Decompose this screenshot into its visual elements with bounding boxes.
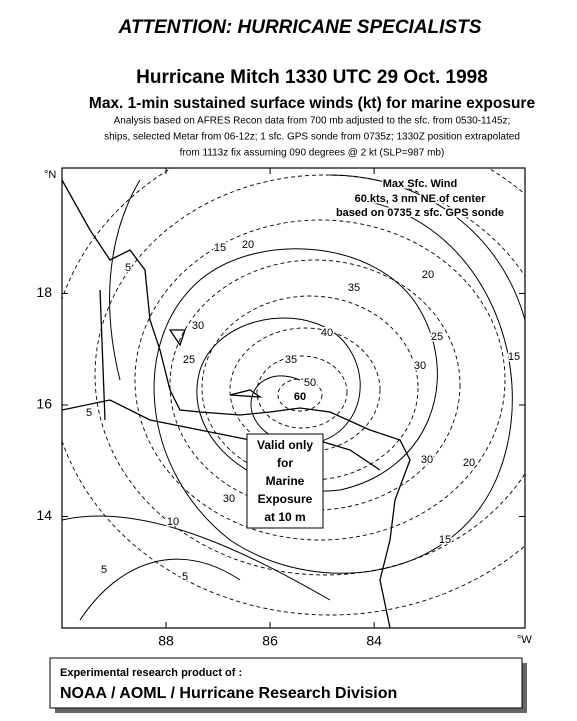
contour-label: 5 <box>182 571 188 583</box>
max-wind-text: 60 kts, 3 nm NE of center <box>355 193 487 205</box>
contour-label: 5 <box>101 564 107 576</box>
contour-label: 35 <box>285 354 297 366</box>
lon-tick-label: 84 <box>366 633 382 649</box>
contour-label: 35 <box>348 282 360 294</box>
contour-label: 15 <box>508 351 520 363</box>
contour-label: 30 <box>223 493 235 505</box>
title: Hurricane Mitch 1330 UTC 29 Oct. 1998 <box>136 67 488 88</box>
validity-text: at 10 m <box>264 510 305 524</box>
contour-label: 5 <box>125 262 131 274</box>
solid-contours <box>62 174 525 621</box>
contour-label: 15 <box>214 242 226 254</box>
contour-label: 20 <box>463 457 475 469</box>
max-wind-text: Max Sfc. Wind <box>383 178 457 190</box>
contour-label: 25 <box>431 331 443 343</box>
map-frame <box>61 167 526 629</box>
center-label: 60 <box>294 391 306 403</box>
lat-tick-label: 14 <box>36 507 52 523</box>
validity-box: Valid only for Marine Exposure at 10 m <box>246 433 324 529</box>
note: from 1113z fix assuming 090 degrees @ 2 … <box>180 148 445 159</box>
contour-label: 30 <box>421 454 433 466</box>
banner: ATTENTION: HURRICANE SPECIALISTS <box>118 17 482 38</box>
lon-unit: °W <box>517 634 532 646</box>
lon-tick-label: 86 <box>262 633 278 649</box>
lon-tick-label: 88 <box>158 633 174 649</box>
lat-tick-label: 16 <box>36 396 52 412</box>
validity-frame <box>246 433 324 529</box>
footer: Experimental research product of : NOAA … <box>49 657 527 713</box>
contour-label: 40 <box>321 327 333 339</box>
contour-label: 20 <box>422 269 434 281</box>
lat-unit: °N <box>44 169 56 181</box>
contour-label: 20 <box>242 239 254 251</box>
subtitle: Max. 1-min sustained surface winds (kt) … <box>89 95 536 112</box>
contour-label: 30 <box>192 320 204 332</box>
footer-box <box>49 657 523 709</box>
coastline <box>62 179 411 628</box>
validity-text: for <box>277 456 293 470</box>
contour-label: 50 <box>304 377 316 389</box>
note: ships, selected Metar from 06-12z; 1 sfc… <box>104 132 520 143</box>
validity-text: Valid only <box>257 438 313 452</box>
validity-text: Marine <box>266 474 305 488</box>
max-wind-note: Max Sfc. Wind 60 kts, 3 nm NE of center … <box>334 176 505 220</box>
max-wind-text: based on 0735 z sfc. GPS sonde <box>336 207 504 219</box>
footer-line: NOAA / AOML / Hurricane Research Divisio… <box>60 685 397 702</box>
contour-label: 25 <box>183 354 195 366</box>
footer-line: Experimental research product of : <box>60 667 242 679</box>
validity-text: Exposure <box>258 492 313 506</box>
contour-label: 5 <box>86 407 92 419</box>
contour-label: 30 <box>414 360 426 372</box>
map-body <box>62 168 525 628</box>
lat-tick-label: 18 <box>36 284 52 300</box>
note: Analysis based on AFRES Recon data from … <box>114 116 511 127</box>
contour-label: 10 <box>167 516 179 528</box>
dashed-contours <box>62 168 525 616</box>
contour-label: 15 <box>439 534 451 546</box>
